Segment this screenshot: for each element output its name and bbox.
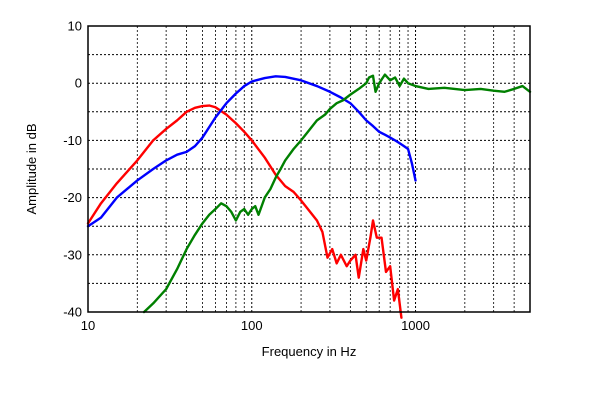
y-tick-label: 0 <box>75 76 82 91</box>
series-line-1 <box>86 104 403 319</box>
y-tick-label: -20 <box>63 190 82 205</box>
grid-lines <box>88 26 530 312</box>
y-tick-label: 10 <box>68 19 82 34</box>
x-tick-label: 1000 <box>401 318 430 333</box>
y-axis-label: Amplitude in dB <box>24 123 39 214</box>
series-line-3 <box>142 73 532 314</box>
plot-frame <box>87 25 531 313</box>
x-tick-label: 100 <box>241 318 263 333</box>
y-tick-label: -30 <box>63 247 82 262</box>
series-layer <box>86 73 532 319</box>
x-tick-label: 10 <box>81 318 95 333</box>
series-line-2 <box>86 75 417 228</box>
y-tick-label: -10 <box>63 133 82 148</box>
y-tick-label: -40 <box>63 305 82 320</box>
x-axis-label: Frequency in Hz <box>262 344 357 359</box>
